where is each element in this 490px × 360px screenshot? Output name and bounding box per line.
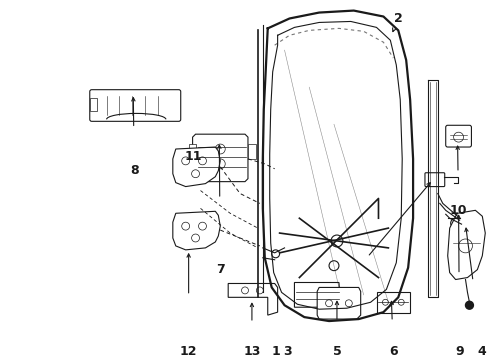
Text: 5: 5 (333, 345, 342, 358)
Circle shape (345, 300, 352, 307)
Polygon shape (193, 134, 248, 182)
FancyBboxPatch shape (425, 173, 445, 186)
Circle shape (242, 287, 248, 294)
Text: 4: 4 (478, 345, 487, 358)
Circle shape (182, 157, 190, 165)
Circle shape (192, 170, 199, 178)
Text: 13: 13 (243, 345, 261, 358)
Circle shape (198, 222, 206, 230)
Circle shape (192, 234, 199, 242)
Polygon shape (173, 147, 220, 186)
Circle shape (329, 261, 339, 271)
Circle shape (459, 239, 472, 253)
Polygon shape (317, 287, 361, 319)
Text: 7: 7 (216, 263, 224, 276)
Polygon shape (228, 283, 278, 315)
Text: 3: 3 (283, 345, 292, 358)
Circle shape (215, 144, 225, 154)
Text: 8: 8 (130, 164, 139, 177)
Polygon shape (90, 98, 97, 112)
Text: 6: 6 (389, 345, 397, 358)
Text: 11: 11 (185, 150, 202, 163)
Circle shape (451, 218, 461, 228)
Circle shape (271, 250, 280, 258)
Circle shape (466, 301, 473, 309)
Text: 2: 2 (394, 12, 403, 25)
Circle shape (454, 132, 464, 142)
Polygon shape (173, 211, 220, 250)
Polygon shape (189, 144, 196, 159)
Circle shape (325, 300, 333, 307)
Circle shape (331, 235, 343, 247)
Circle shape (398, 299, 404, 305)
Circle shape (256, 287, 263, 294)
Polygon shape (448, 210, 485, 279)
Text: 12: 12 (180, 345, 197, 358)
FancyBboxPatch shape (90, 90, 181, 121)
Text: 9: 9 (455, 345, 464, 358)
Text: 10: 10 (450, 204, 467, 217)
Circle shape (198, 157, 206, 165)
Circle shape (382, 299, 389, 305)
Circle shape (182, 222, 190, 230)
Polygon shape (376, 292, 410, 313)
FancyBboxPatch shape (446, 125, 471, 147)
Text: 1: 1 (271, 345, 280, 358)
Polygon shape (294, 283, 341, 307)
Circle shape (215, 159, 225, 169)
Polygon shape (248, 144, 256, 159)
